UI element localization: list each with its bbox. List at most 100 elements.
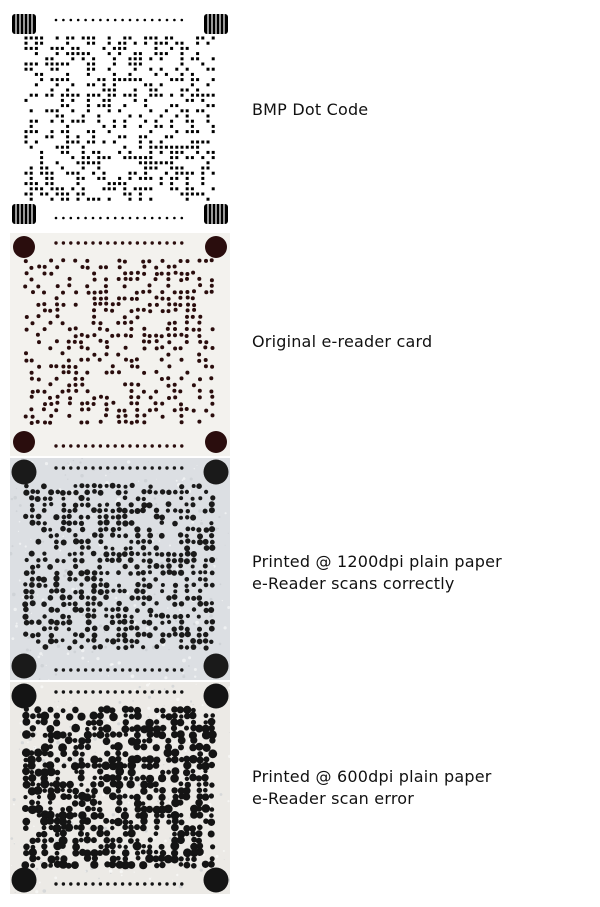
data-dot — [92, 277, 97, 282]
data-dot — [97, 850, 103, 856]
data-dot — [129, 638, 134, 644]
paper-texture — [120, 874, 123, 877]
data-dot — [67, 645, 72, 651]
data-dot — [72, 787, 79, 795]
data-dot — [154, 88, 158, 92]
data-dot — [91, 588, 97, 594]
data-dot — [207, 818, 216, 826]
data-dot — [209, 521, 214, 526]
corner-marker — [13, 236, 35, 258]
data-dot — [201, 171, 205, 175]
data-dot — [178, 644, 184, 650]
data-dot — [98, 533, 104, 539]
data-dot — [116, 320, 121, 325]
paper-texture — [83, 517, 86, 521]
data-dot — [98, 321, 103, 326]
data-dot — [22, 730, 31, 739]
data-dot — [126, 780, 135, 789]
data-dot — [128, 625, 135, 631]
data-dot — [145, 805, 154, 813]
sync-dot — [135, 882, 140, 886]
data-dot — [153, 507, 160, 513]
data-dot — [45, 192, 49, 196]
data-dot — [35, 513, 42, 520]
data-dot — [110, 302, 115, 307]
data-dot — [166, 264, 171, 269]
data-dot — [133, 93, 137, 97]
data-dot — [154, 46, 158, 50]
data-dot — [149, 187, 153, 191]
data-dot — [171, 817, 179, 825]
data-dot — [149, 166, 153, 170]
data-dot — [190, 736, 198, 744]
data-dot — [191, 408, 196, 413]
sync-dot — [76, 444, 80, 448]
data-dot — [129, 296, 134, 301]
data-dot — [133, 88, 137, 92]
data-dot — [209, 639, 214, 644]
data-dot — [179, 490, 184, 495]
data-dot — [121, 551, 128, 557]
data-dot — [154, 339, 159, 344]
data-dot — [54, 539, 59, 545]
data-dot — [67, 383, 72, 388]
data-dot — [116, 600, 122, 607]
sync-dot — [113, 18, 117, 22]
data-dot — [60, 46, 64, 50]
data-dot — [91, 320, 96, 325]
sync-dot — [128, 882, 132, 886]
data-dot — [201, 140, 205, 144]
corner-marker — [203, 683, 229, 709]
sync-dot — [54, 690, 58, 694]
sync-dot — [61, 668, 66, 672]
data-dot — [67, 508, 72, 514]
data-dot — [154, 41, 158, 45]
sync-dot — [54, 882, 58, 886]
data-dot — [40, 171, 44, 175]
data-dot — [196, 638, 203, 645]
data-dot — [66, 135, 70, 139]
data-dot — [23, 763, 28, 769]
data-dot — [133, 799, 142, 808]
data-dot — [30, 633, 36, 639]
data-dot — [86, 130, 90, 134]
data-dot — [184, 550, 191, 557]
data-dot — [115, 788, 121, 794]
paper-texture — [133, 604, 137, 607]
data-dot — [47, 706, 54, 713]
paper-texture — [103, 631, 106, 633]
data-dot — [164, 36, 168, 40]
sync-dot — [54, 18, 58, 22]
data-dot — [203, 607, 209, 613]
sync-dot — [98, 241, 103, 245]
paper-texture — [175, 479, 178, 482]
paper-texture — [112, 788, 114, 790]
data-dot — [97, 564, 102, 570]
data-dot — [123, 135, 127, 139]
paper-texture — [133, 871, 135, 873]
data-dot — [138, 140, 142, 144]
data-dot — [154, 124, 158, 128]
paper-texture — [134, 689, 137, 692]
paper-texture — [217, 527, 219, 530]
data-dot — [208, 749, 218, 759]
paper-texture — [111, 813, 116, 817]
data-dot — [35, 632, 41, 638]
data-dot — [41, 508, 47, 513]
paper-texture — [196, 465, 198, 466]
paper-texture — [10, 551, 13, 556]
corner-marker — [11, 867, 37, 893]
data-dot — [79, 782, 84, 787]
data-dot — [173, 302, 178, 307]
sync-dot — [91, 216, 95, 220]
sync-dot — [61, 466, 66, 470]
paper-texture — [191, 520, 195, 524]
data-dot — [128, 57, 132, 61]
data-dot — [207, 830, 215, 838]
data-dot — [36, 558, 41, 563]
data-dot — [90, 755, 99, 764]
data-dot — [210, 364, 215, 369]
data-dot — [98, 527, 104, 533]
data-dot — [41, 626, 47, 632]
data-dot — [97, 166, 101, 170]
